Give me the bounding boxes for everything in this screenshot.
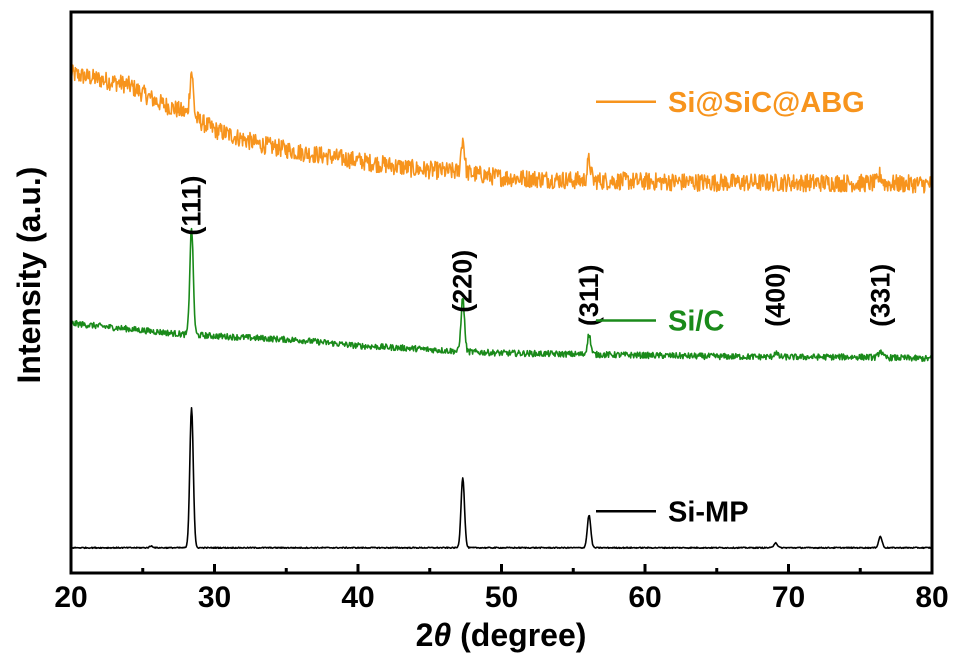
x-tick-label-40: 40 — [341, 581, 374, 614]
peak-label-111: (111) — [177, 176, 207, 236]
legend-label-si-c: Si/C — [668, 306, 724, 338]
x-tick-label-50: 50 — [485, 581, 518, 614]
x-tick-label-30: 30 — [198, 581, 231, 614]
peak-label-400: (400) — [761, 264, 791, 327]
legend-label-si-mp: Si-MP — [668, 496, 749, 528]
y-axis-title: Intensity (a.u.) — [11, 167, 47, 384]
legend: Si@SiC@ABG Si/C Si-MP — [596, 87, 865, 528]
series-line-si-sic-abg — [70, 64, 933, 194]
x-tick-label-60: 60 — [628, 581, 661, 614]
x-tick-label-70: 70 — [772, 581, 805, 614]
series-line-si-mp — [70, 407, 933, 550]
peak-labels: (111) (220) (311) (400) (331) — [177, 176, 896, 327]
x-axis-title: 2θ (degree) — [416, 617, 587, 653]
peak-label-220: (220) — [448, 250, 478, 313]
x-tick-label-20: 20 — [54, 581, 87, 614]
series-line-si-c — [70, 227, 933, 363]
x-axis-ticks: 20 30 40 50 60 70 80 — [54, 564, 949, 614]
curves-layer — [70, 64, 933, 550]
x-tick-label-80: 80 — [915, 581, 948, 614]
legend-label-si-sic-abg: Si@SiC@ABG — [668, 87, 865, 119]
peak-label-311: (311) — [574, 265, 604, 327]
peak-label-331: (331) — [865, 264, 895, 327]
